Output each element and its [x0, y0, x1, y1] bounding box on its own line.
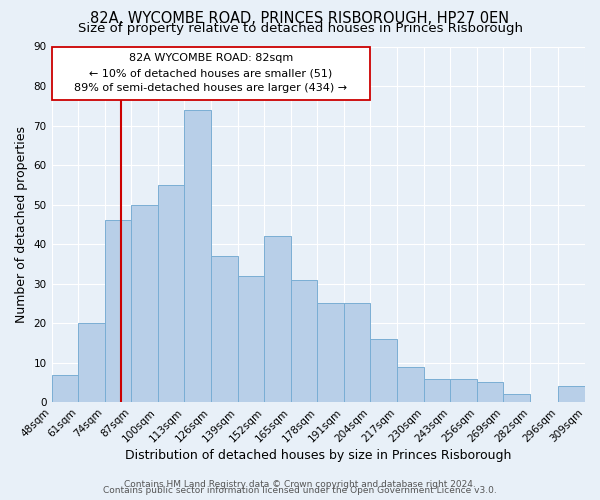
Y-axis label: Number of detached properties: Number of detached properties [15, 126, 28, 323]
Bar [52, 374, 78, 402]
Bar [397, 366, 424, 402]
Bar [238, 276, 264, 402]
Bar [184, 110, 211, 402]
Bar [503, 394, 530, 402]
Bar [476, 382, 503, 402]
Text: Contains HM Land Registry data © Crown copyright and database right 2024.: Contains HM Land Registry data © Crown c… [124, 480, 476, 489]
Text: 82A, WYCOMBE ROAD, PRINCES RISBOROUGH, HP27 0EN: 82A, WYCOMBE ROAD, PRINCES RISBOROUGH, H… [91, 11, 509, 26]
Text: Size of property relative to detached houses in Princes Risborough: Size of property relative to detached ho… [77, 22, 523, 35]
Bar [424, 378, 450, 402]
Bar [344, 304, 370, 402]
FancyBboxPatch shape [52, 46, 370, 100]
Bar [211, 256, 238, 402]
Bar [290, 280, 317, 402]
Text: ← 10% of detached houses are smaller (51): ← 10% of detached houses are smaller (51… [89, 68, 332, 78]
Bar [317, 304, 344, 402]
Bar [104, 220, 131, 402]
Bar [78, 323, 104, 402]
Bar [131, 204, 158, 402]
Bar [450, 378, 476, 402]
Bar [370, 339, 397, 402]
Text: 82A WYCOMBE ROAD: 82sqm: 82A WYCOMBE ROAD: 82sqm [129, 53, 293, 63]
Bar [559, 386, 585, 402]
X-axis label: Distribution of detached houses by size in Princes Risborough: Distribution of detached houses by size … [125, 450, 511, 462]
Text: 89% of semi-detached houses are larger (434) →: 89% of semi-detached houses are larger (… [74, 83, 347, 93]
Bar [158, 185, 184, 402]
Text: Contains public sector information licensed under the Open Government Licence v3: Contains public sector information licen… [103, 486, 497, 495]
Bar [264, 236, 290, 402]
